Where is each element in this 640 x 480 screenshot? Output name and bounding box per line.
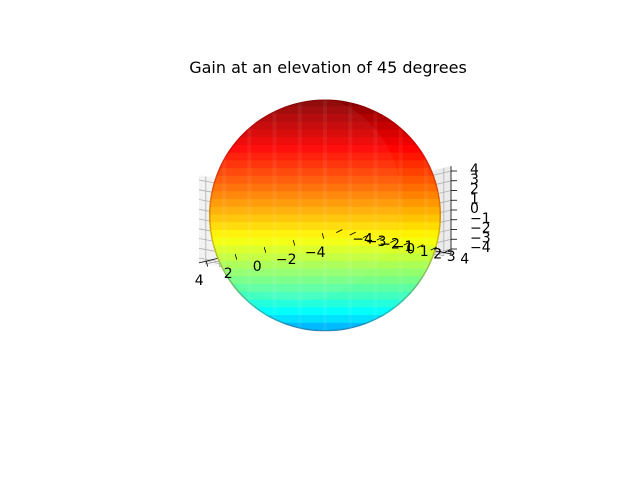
- z-tick-label: −3: [470, 230, 491, 246]
- surface-band: [209, 191, 441, 200]
- surface-band: [209, 237, 441, 247]
- tick-mark: [263, 247, 267, 253]
- tick-mark: [444, 249, 451, 253]
- surface-band: [209, 322, 441, 332]
- surface-facet-line: [272, 99, 277, 331]
- tick-mark: [403, 241, 410, 246]
- z-tick-label: −2: [470, 221, 491, 237]
- surface-band: [209, 168, 441, 177]
- y-tick-label: −4: [352, 232, 373, 248]
- surface-band: [209, 276, 441, 285]
- tick-mark: [376, 236, 383, 241]
- z-tick-label: 4: [470, 162, 479, 178]
- surface-facet-line: [373, 99, 378, 331]
- surface-band: [209, 160, 441, 169]
- y-tick-label: −1: [393, 239, 414, 255]
- surface-band: [209, 152, 441, 161]
- tick-mark: [430, 246, 437, 251]
- surface-band: [209, 121, 441, 131]
- x-tick-label: −4: [305, 245, 326, 261]
- y-tick-label: 4: [460, 252, 469, 268]
- surface-facet-line: [222, 99, 227, 331]
- surface-facet-line: [247, 99, 252, 331]
- surface-band: [209, 113, 441, 123]
- z-tick-label: −1: [470, 211, 491, 227]
- x-tick-label: −2: [276, 252, 297, 268]
- y-tick-label: 2: [433, 247, 442, 263]
- surface-facet-line: [297, 99, 302, 331]
- z-tick-label: 2: [470, 182, 479, 198]
- surface-facet-line: [398, 99, 403, 331]
- surface-facet-line: [348, 99, 353, 331]
- surface-band: [209, 299, 441, 308]
- surface-highlight: [209, 99, 401, 302]
- surface-band: [209, 315, 441, 324]
- tick-mark: [336, 229, 343, 233]
- surface-band: [209, 175, 441, 185]
- tick-mark: [390, 239, 397, 243]
- tick-mark: [363, 234, 370, 238]
- y-tick-label: −3: [366, 234, 387, 250]
- y-tick-label: −2: [379, 237, 400, 253]
- z-tick-label: 3: [470, 172, 479, 188]
- surface-band: [209, 99, 441, 107]
- surface-patches: [209, 99, 441, 332]
- tick-mark: [292, 240, 296, 246]
- surface-band: [209, 253, 441, 262]
- x-tick-label: 2: [224, 266, 233, 282]
- z-tick-label: −4: [470, 240, 491, 256]
- surface-band: [209, 229, 441, 239]
- surface-band: [209, 222, 441, 231]
- x-tick-label: 0: [253, 259, 262, 275]
- surface-facet-line: [323, 99, 327, 331]
- surface-band: [209, 144, 441, 154]
- z-tick-label: 0: [470, 201, 479, 217]
- tick-mark: [205, 261, 209, 267]
- surface-facet-line: [423, 99, 428, 331]
- surface-band: [209, 199, 441, 208]
- surface-band: [209, 291, 441, 301]
- tick-mark: [321, 233, 325, 239]
- surface-band: [209, 206, 441, 216]
- tick-marks: [205, 170, 457, 267]
- y-tick-label: 0: [406, 242, 415, 258]
- tick-mark: [417, 244, 424, 248]
- surface-band: [209, 268, 441, 277]
- surface-band: [209, 137, 441, 146]
- surface-band: [209, 245, 441, 254]
- y-tick-label: 3: [447, 249, 456, 265]
- surface-band: [209, 260, 441, 270]
- surface-band: [209, 284, 441, 293]
- x-tick-label: 4: [195, 273, 204, 289]
- surface-band: [209, 106, 441, 115]
- surface-band: [209, 129, 441, 138]
- surface-band: [209, 183, 441, 192]
- chart-title: Gain at an elevation of 45 degrees: [189, 58, 467, 77]
- y-tick-label: 1: [420, 244, 429, 260]
- surface-band: [209, 214, 441, 223]
- z-tick-label: 1: [470, 191, 479, 207]
- surface-band: [209, 307, 441, 316]
- tick-mark: [234, 254, 238, 260]
- tick-mark: [349, 231, 356, 236]
